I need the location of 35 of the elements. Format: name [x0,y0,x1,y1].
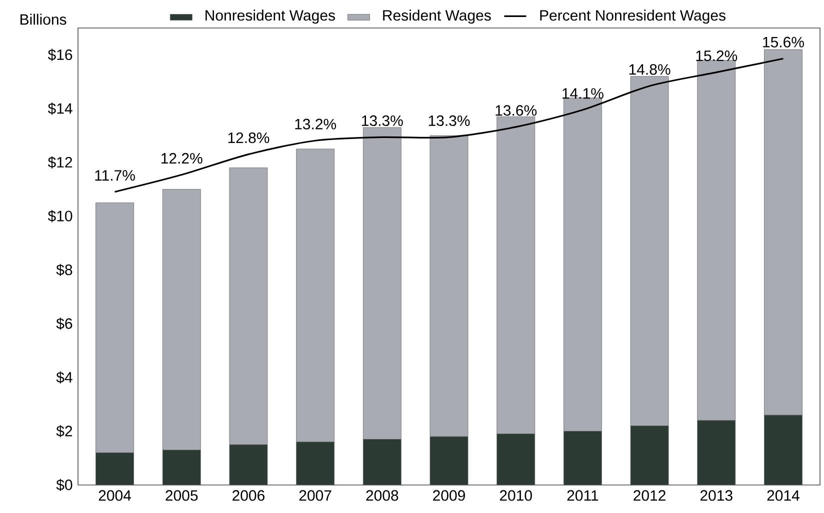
data-label: 14.8% [629,64,670,75]
data-label: 14.1% [562,88,604,99]
y-tick-label: $6 [56,318,72,330]
x-tick-label: 2007 [299,490,332,501]
data-label: 13.3% [362,115,403,126]
y-tick-label: $16 [48,48,72,61]
data-label: 15.2% [696,50,738,62]
y-tick-label: $8 [56,264,72,276]
x-tick-label: 2004 [98,490,132,501]
x-tick-label: 2010 [500,490,532,501]
x-tick-label: 2005 [166,490,198,501]
x-tick-label: 2009 [433,490,465,501]
data-label: 12.2% [162,153,202,164]
x-tick-label: 2008 [366,490,398,501]
legend-label: Nonresident Wages [206,10,335,24]
x-tick-label: 2006 [232,490,264,501]
y-tick-label: $4 [56,371,72,384]
y-tick-label: $10 [48,210,72,222]
data-label: 13.6% [496,105,537,116]
y-tick-label: $0 [56,478,72,492]
legend-label: Resident Wages [383,10,491,24]
data-label: 13.2% [295,118,336,130]
data-label: 13.3% [428,115,470,126]
y-tick-label: $12 [48,156,72,168]
data-label: 12.8% [228,132,270,144]
data-label: 15.6% [763,36,804,48]
y-axis-title: Billions [20,14,66,25]
data-label: 11.7% [95,170,135,181]
y-tick-label: $2 [56,425,72,438]
x-tick-label: 2012 [634,490,666,501]
x-tick-label: 2011 [567,490,598,501]
x-tick-label: 2013 [700,490,732,501]
legend-label: Percent Nonresident Wages [540,10,726,24]
x-tick-label: 2014 [767,490,800,501]
y-tick-label: $14 [48,102,72,115]
